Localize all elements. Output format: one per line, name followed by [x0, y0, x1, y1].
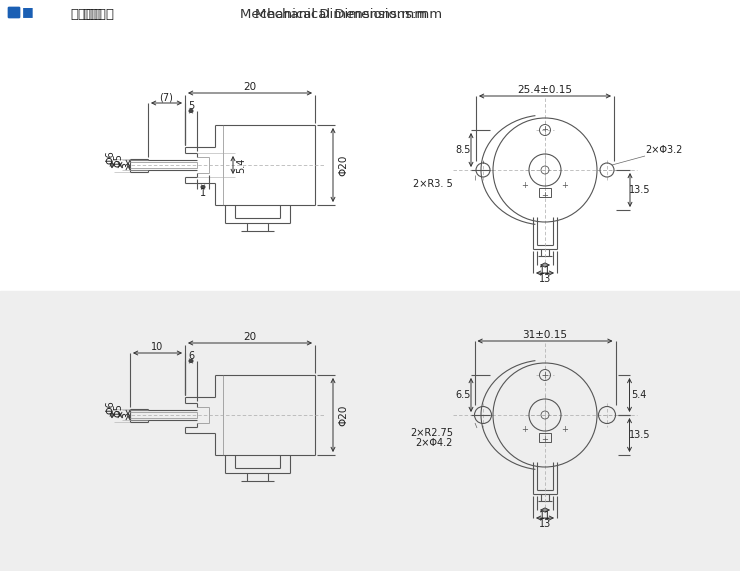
- Text: 25.4±0.15: 25.4±0.15: [517, 85, 573, 95]
- Text: 13.5: 13.5: [629, 185, 650, 195]
- Bar: [539, 188, 551, 197]
- Text: 11: 11: [539, 511, 551, 521]
- Text: Φ6: Φ6: [106, 400, 116, 414]
- Text: Mechanical Dimensions:mm: Mechanical Dimensions:mm: [240, 7, 427, 21]
- Text: +: +: [522, 180, 528, 190]
- Text: 20: 20: [243, 332, 257, 342]
- Text: +: +: [522, 425, 528, 435]
- Text: Φ5: Φ5: [114, 153, 124, 167]
- Text: (7): (7): [160, 92, 173, 102]
- Text: 3: 3: [122, 412, 132, 418]
- Text: +: +: [562, 180, 568, 190]
- Text: 2×R3. 5: 2×R3. 5: [413, 179, 453, 189]
- Text: Mechanical Dimensions:mm: Mechanical Dimensions:mm: [255, 7, 442, 21]
- Text: 8.5: 8.5: [455, 145, 471, 155]
- Text: Φ20: Φ20: [338, 404, 348, 426]
- Text: 2×Φ3.2: 2×Φ3.2: [645, 145, 682, 155]
- Text: 6.5: 6.5: [455, 390, 471, 400]
- Text: 31±0.15: 31±0.15: [522, 330, 568, 340]
- Text: 11: 11: [539, 266, 551, 276]
- Text: Φ5: Φ5: [114, 403, 124, 417]
- Text: 5: 5: [188, 101, 194, 111]
- Text: 13: 13: [539, 274, 551, 284]
- Text: +: +: [542, 126, 548, 135]
- Bar: [539, 433, 551, 442]
- Text: 机械尺寸: 机械尺寸: [70, 7, 102, 21]
- Text: 20: 20: [243, 82, 257, 92]
- Bar: [8, 7, 19, 17]
- Text: +: +: [542, 191, 548, 199]
- Text: 5.4: 5.4: [236, 158, 246, 172]
- Text: +: +: [542, 436, 548, 444]
- Text: +: +: [542, 371, 548, 380]
- Text: 1: 1: [200, 188, 206, 198]
- Bar: [0, 291, 740, 571]
- Text: 3: 3: [122, 162, 132, 168]
- Text: +: +: [562, 425, 568, 435]
- Bar: [8, 7, 19, 17]
- Text: 13.5: 13.5: [629, 430, 650, 440]
- Text: Φ20: Φ20: [338, 154, 348, 176]
- Text: Φ6: Φ6: [106, 150, 116, 164]
- Text: 2×R2.75: 2×R2.75: [410, 428, 453, 438]
- Text: 13: 13: [539, 519, 551, 529]
- Text: 5.4: 5.4: [630, 390, 646, 400]
- Text: 2×Φ4.2: 2×Φ4.2: [416, 438, 453, 448]
- Text: 机械尺寸: 机械尺寸: [82, 7, 114, 21]
- Text: 10: 10: [152, 342, 164, 352]
- Text: ■: ■: [22, 6, 34, 18]
- Text: 6: 6: [188, 351, 194, 361]
